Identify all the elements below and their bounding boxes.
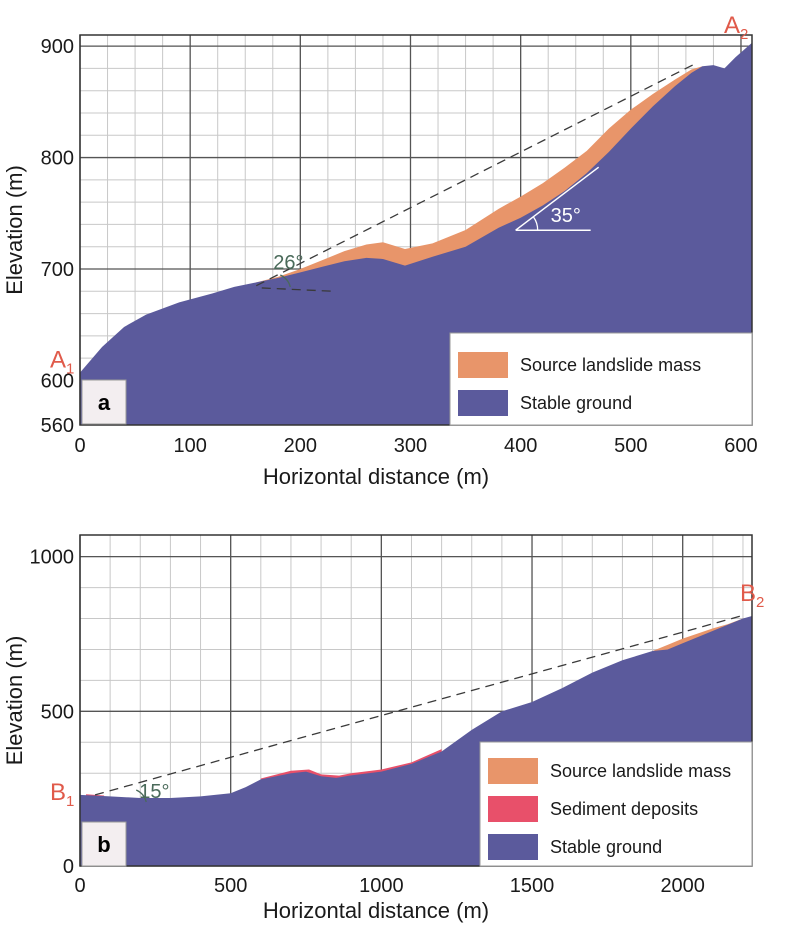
angle-label: 15° [139, 781, 169, 803]
stable-ground-area [80, 42, 752, 426]
x-axis-label: Horizontal distance (m) [263, 464, 489, 489]
reference-dashed-line [255, 62, 698, 287]
slope-line [515, 166, 600, 231]
legend-swatch-stable [488, 834, 538, 860]
angle-label: 35° [551, 205, 581, 227]
legend-label: Source landslide mass [550, 761, 731, 781]
x-tick-label: 200 [284, 435, 317, 457]
legend-swatch-stable [458, 390, 508, 416]
profile-end-label: B2 [740, 580, 764, 611]
plot-frame [79, 34, 753, 426]
panel-label: b [97, 832, 110, 857]
x-tick-label: 300 [394, 435, 427, 457]
profile-start-label: A1 [50, 347, 74, 378]
y-tick-label: 560 [41, 415, 74, 437]
angle-arc [279, 274, 291, 288]
panel-label-box [81, 379, 127, 425]
legend-label: Sediment deposits [550, 799, 698, 819]
chart-panel-a: 26° 35° 0 100 200 300 400 500 600 560 600 700 800 900… [2, 12, 758, 489]
legend: Source landslide mass Sediment deposits St… [479, 741, 753, 867]
x-tick-label: 600 [724, 435, 757, 457]
x-tick-label: 2000 [660, 875, 705, 897]
x-tick-label: 400 [504, 435, 537, 457]
x-tick-label: 100 [173, 435, 206, 457]
reference-dashed-line [94, 614, 744, 796]
y-tick-label: 900 [41, 36, 74, 58]
x-tick-label: 1000 [359, 875, 404, 897]
legend-label: Stable ground [520, 393, 632, 413]
legend-swatch-sediment [488, 796, 538, 822]
profile-start-label: B1 [50, 779, 74, 810]
panel-label: a [98, 390, 111, 415]
angle-arc [533, 216, 539, 231]
profile-end-label: A2 [724, 12, 748, 43]
x-tick-label: 500 [214, 875, 247, 897]
y-tick-label: 1000 [30, 547, 75, 569]
legend-swatch-source [458, 352, 508, 378]
plot-frame [79, 534, 753, 867]
horizontal-dashed-line [261, 287, 334, 292]
angle-arc [135, 789, 147, 803]
x-tick-label: 500 [614, 435, 647, 457]
legend-label: Source landslide mass [520, 355, 701, 375]
legend: Source landslide mass Stable ground [449, 332, 753, 426]
y-tick-label: 0 [63, 856, 74, 878]
x-axis-label: Horizontal distance (m) [263, 898, 489, 923]
angle-label: 26° [273, 252, 303, 274]
y-axis-label: Elevation (m) [2, 165, 27, 295]
y-axis-label: Elevation (m) [2, 636, 27, 766]
x-tick-label: 0 [74, 875, 85, 897]
legend-swatch-source [488, 758, 538, 784]
y-tick-label: 800 [41, 148, 74, 170]
x-tick-label: 1500 [510, 875, 555, 897]
y-tick-label: 700 [41, 259, 74, 281]
x-tick-label: 0 [74, 435, 85, 457]
y-tick-label: 600 [41, 370, 74, 392]
y-tick-label: 500 [41, 701, 74, 723]
panel-label-box [81, 821, 127, 867]
legend-label: Stable ground [550, 837, 662, 857]
